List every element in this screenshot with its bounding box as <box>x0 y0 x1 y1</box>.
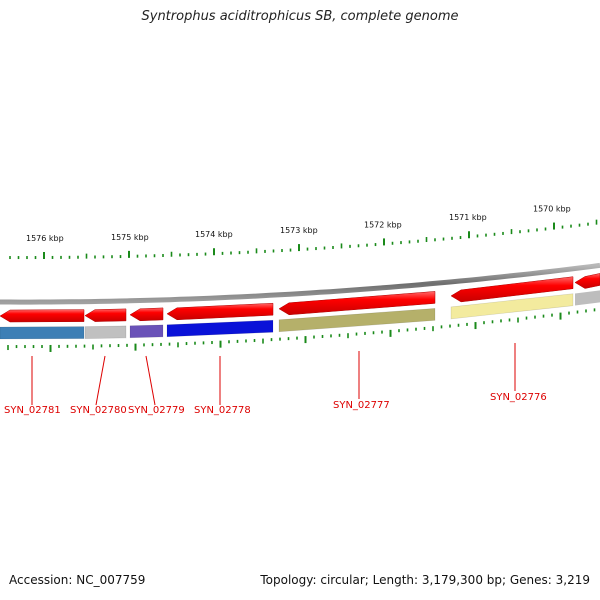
top-scale-ticks <box>9 219 598 260</box>
gene-box <box>129 324 164 339</box>
gene-box <box>84 325 127 339</box>
scale-label: 1574 kbp <box>195 230 233 239</box>
scale-label: 1575 kbp <box>111 233 149 242</box>
cds-arrow <box>84 308 127 322</box>
scale-label: 1573 kbp <box>280 226 318 235</box>
bottom-scale-ticks <box>7 308 596 352</box>
scale-label: 1571 kbp <box>449 213 487 222</box>
gene-label: SYN_02776 <box>490 392 547 403</box>
gene-box <box>450 293 574 320</box>
gene-label: SYN_02780 <box>70 405 127 416</box>
gene-box <box>166 319 274 338</box>
cds-arrow <box>574 273 600 289</box>
cds-arrow <box>278 291 436 316</box>
genome-backbone <box>0 262 600 305</box>
leader-line <box>95 355 106 406</box>
gene-color-track <box>0 290 600 340</box>
gene-label: SYN_02777 <box>333 400 390 411</box>
genome-title: Syntrophus aciditrophicus SB, complete g… <box>141 9 459 24</box>
genome-summary: Topology: circular; Length: 3,179,300 bp… <box>260 573 590 587</box>
cds-arrow <box>450 276 574 303</box>
leader-line <box>145 355 156 406</box>
cds-arrow <box>166 302 274 321</box>
cds-arrow-track <box>0 273 600 323</box>
gene-label-layer: SYN_02781 SYN_02780 SYN_02779 SYN_02778 SYN_… <box>4 343 547 416</box>
scale-label: 1572 kbp <box>364 220 402 229</box>
gene-label: SYN_02781 <box>4 405 61 416</box>
scale-labels: 1576 kbp 1575 kbp 1574 kbp 1573 kbp 1572 kbp… <box>26 205 571 243</box>
cds-arrow <box>0 309 85 323</box>
cds-arrow <box>129 307 164 322</box>
gene-label: SYN_02779 <box>128 405 185 416</box>
scale-label: 1570 kbp <box>533 205 571 214</box>
gene-label: SYN_02778 <box>194 405 251 416</box>
scale-label: 1576 kbp <box>26 234 64 243</box>
backbone-arc <box>0 262 600 305</box>
gene-box <box>0 326 85 340</box>
gene-box-partial <box>575 290 600 306</box>
gene-box <box>278 308 436 333</box>
accession-label: Accession: NC_007759 <box>9 573 146 587</box>
